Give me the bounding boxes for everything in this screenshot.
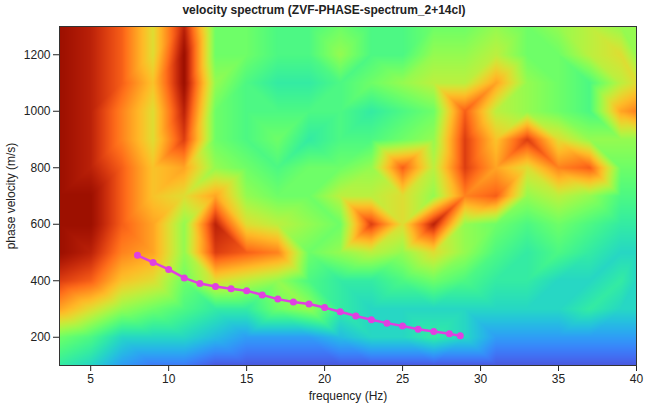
svg-text:800: 800 xyxy=(30,161,50,175)
svg-text:1000: 1000 xyxy=(24,104,51,118)
svg-text:40: 40 xyxy=(630,372,644,386)
svg-text:400: 400 xyxy=(30,274,50,288)
svg-text:15: 15 xyxy=(240,372,254,386)
svg-text:200: 200 xyxy=(30,330,50,344)
svg-text:5: 5 xyxy=(87,372,94,386)
svg-text:20: 20 xyxy=(318,372,332,386)
svg-text:35: 35 xyxy=(552,372,566,386)
svg-text:10: 10 xyxy=(162,372,176,386)
svg-text:30: 30 xyxy=(474,372,488,386)
svg-text:phase velocity (m/s): phase velocity (m/s) xyxy=(4,143,18,250)
svg-text:1200: 1200 xyxy=(24,48,51,62)
html-text:velocity spectrum (ZVF-PHASE-s: velocity spectrum (ZVF-PHASE-spectrum_2+… xyxy=(182,3,466,17)
svg-text:25: 25 xyxy=(396,372,410,386)
svg-text:600: 600 xyxy=(30,217,50,231)
svg-text:frequency (Hz): frequency (Hz) xyxy=(309,389,388,403)
